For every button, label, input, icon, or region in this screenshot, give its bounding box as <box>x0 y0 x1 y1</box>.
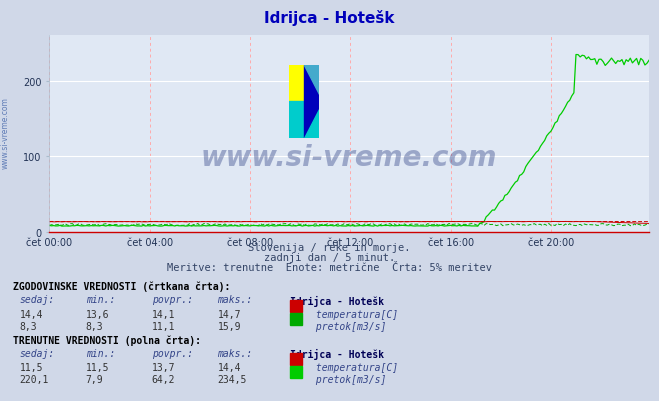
Text: Meritve: trenutne  Enote: metrične  Črta: 5% meritev: Meritve: trenutne Enote: metrične Črta: … <box>167 263 492 273</box>
Text: www.si-vreme.com: www.si-vreme.com <box>1 97 10 168</box>
Polygon shape <box>304 66 319 95</box>
Bar <box>289 102 304 138</box>
Text: 15,9: 15,9 <box>217 322 241 332</box>
Text: 13,7: 13,7 <box>152 362 175 372</box>
Text: pretok[m3/s]: pretok[m3/s] <box>310 322 386 332</box>
Bar <box>289 66 304 102</box>
Text: 11,5: 11,5 <box>20 362 43 372</box>
Text: 8,3: 8,3 <box>20 322 38 332</box>
Text: 14,7: 14,7 <box>217 309 241 319</box>
Text: maks.:: maks.: <box>217 348 252 358</box>
Text: 11,1: 11,1 <box>152 322 175 332</box>
Text: Idrijca - Hotešk: Idrijca - Hotešk <box>290 348 384 358</box>
Text: www.si-vreme.com: www.si-vreme.com <box>201 144 498 172</box>
Text: 64,2: 64,2 <box>152 375 175 385</box>
Text: 14,1: 14,1 <box>152 309 175 319</box>
Text: 11,5: 11,5 <box>86 362 109 372</box>
Text: min.:: min.: <box>86 348 115 358</box>
Text: maks.:: maks.: <box>217 295 252 305</box>
Text: 14,4: 14,4 <box>20 309 43 319</box>
Text: temperatura[C]: temperatura[C] <box>310 362 398 372</box>
Text: sedaj:: sedaj: <box>20 295 55 305</box>
Text: TRENUTNE VREDNOSTI (polna črta):: TRENUTNE VREDNOSTI (polna črta): <box>13 334 201 345</box>
Text: min.:: min.: <box>86 295 115 305</box>
Text: 14,4: 14,4 <box>217 362 241 372</box>
Text: 8,3: 8,3 <box>86 322 103 332</box>
Text: povpr.:: povpr.: <box>152 295 192 305</box>
Text: 220,1: 220,1 <box>20 375 49 385</box>
Text: povpr.:: povpr.: <box>152 348 192 358</box>
Text: 234,5: 234,5 <box>217 375 247 385</box>
Polygon shape <box>304 109 319 138</box>
Text: zadnji dan / 5 minut.: zadnji dan / 5 minut. <box>264 253 395 263</box>
Text: temperatura[C]: temperatura[C] <box>310 309 398 319</box>
Bar <box>304 66 319 138</box>
Text: sedaj:: sedaj: <box>20 348 55 358</box>
Text: 13,6: 13,6 <box>86 309 109 319</box>
Text: Slovenija / reke in morje.: Slovenija / reke in morje. <box>248 243 411 253</box>
Text: ZGODOVINSKE VREDNOSTI (črtkana črta):: ZGODOVINSKE VREDNOSTI (črtkana črta): <box>13 281 231 291</box>
Text: Idrijca - Hotešk: Idrijca - Hotešk <box>264 10 395 26</box>
Text: 7,9: 7,9 <box>86 375 103 385</box>
Text: pretok[m3/s]: pretok[m3/s] <box>310 375 386 385</box>
Text: Idrijca - Hotešk: Idrijca - Hotešk <box>290 295 384 306</box>
